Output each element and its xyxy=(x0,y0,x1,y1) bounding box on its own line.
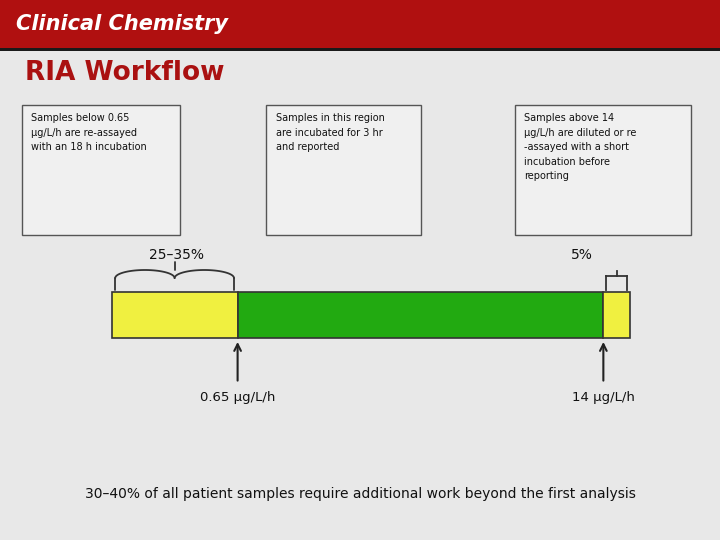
Bar xyxy=(238,292,603,338)
Text: 30–40% of all patient samples require additional work beyond the first analysis: 30–40% of all patient samples require ad… xyxy=(84,487,636,501)
Bar xyxy=(112,292,238,338)
Text: Clinical Chemistry: Clinical Chemistry xyxy=(16,14,228,35)
Bar xyxy=(515,105,691,235)
Text: RIA Workflow: RIA Workflow xyxy=(25,60,225,86)
Text: 25–35%: 25–35% xyxy=(149,248,204,262)
Bar xyxy=(266,105,421,235)
Text: 0.65 μg/L/h: 0.65 μg/L/h xyxy=(200,392,275,404)
Bar xyxy=(0,48,720,51)
Text: 5%: 5% xyxy=(571,248,593,262)
Text: Samples below 0.65
µg/L/h are re-assayed
with an 18 h incubation: Samples below 0.65 µg/L/h are re-assayed… xyxy=(31,113,147,152)
Bar xyxy=(603,292,630,338)
Text: 14 μg/L/h: 14 μg/L/h xyxy=(572,392,635,404)
Text: Samples in this region
are incubated for 3 hr
and reported: Samples in this region are incubated for… xyxy=(276,113,384,152)
Bar xyxy=(0,0,720,49)
Bar xyxy=(22,105,180,235)
Text: Samples above 14
µg/L/h are diluted or re
-assayed with a short
incubation befor: Samples above 14 µg/L/h are diluted or r… xyxy=(524,113,636,181)
